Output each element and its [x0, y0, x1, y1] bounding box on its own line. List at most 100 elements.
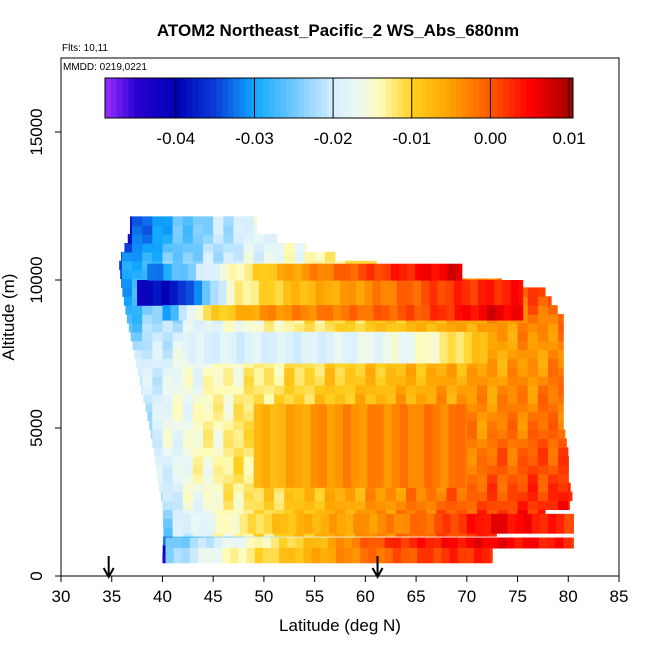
heatmap-band-cell: [359, 404, 368, 488]
heatmap-band-cell: [165, 537, 175, 549]
heatmap-cell: [466, 491, 478, 502]
heatmap-cell: [558, 314, 564, 324]
heatmap-cell: [558, 465, 569, 475]
heatmap-band-cell: [222, 547, 232, 564]
heatmap-band-cell: [463, 331, 473, 364]
heatmap-cell: [182, 491, 194, 502]
heatmap-cell: [476, 500, 488, 510]
heatmap-cell: [284, 243, 295, 253]
heatmap-band-cell: [415, 331, 424, 364]
heatmap-cell: [487, 340, 498, 351]
heatmap-cell: [142, 216, 153, 226]
heatmap-cell: [355, 385, 366, 395]
heatmap-band-cell: [374, 331, 384, 364]
heatmap-cell: [213, 491, 224, 502]
heatmap-band-cell: [304, 513, 314, 534]
heatmap-cell: [507, 393, 519, 404]
heatmap-band-cell: [163, 263, 173, 281]
heatmap-band-cell: [145, 280, 154, 306]
heatmap-cell: [476, 411, 488, 422]
heatmap-cell: [527, 376, 539, 386]
heatmap-cell: [304, 367, 316, 377]
heatmap-band-cell: [280, 513, 289, 534]
heatmap-cell: [324, 367, 336, 377]
heatmap-cell: [537, 491, 549, 502]
heatmap-cell: [426, 367, 437, 377]
heatmap-cell: [172, 243, 184, 253]
heatmap-cell: [132, 322, 143, 333]
heatmap-cell: [263, 500, 275, 510]
heatmap-cell: [294, 376, 306, 386]
heatmap-band-cell: [385, 513, 395, 534]
heatmap-cell: [192, 500, 204, 510]
heatmap-band-cell: [258, 280, 268, 306]
colorbar-swatch: [280, 78, 287, 118]
heatmap-band-cell: [349, 305, 358, 321]
colorbar-swatch: [385, 78, 393, 118]
colorbar-swatch: [140, 78, 147, 118]
heatmap-cell: [172, 216, 184, 226]
heatmap-band-cell: [222, 537, 232, 549]
heatmap-band-cell: [511, 305, 521, 321]
heatmap-band-cell: [309, 263, 319, 281]
heatmap-band-cell: [254, 537, 264, 549]
heatmap-cell: [223, 491, 235, 502]
heatmap-cell: [213, 322, 224, 333]
heatmap-cell: [365, 376, 377, 386]
heatmap-cell: [172, 322, 184, 333]
heatmap-band-cell: [263, 513, 273, 534]
location-arrows: [102, 556, 384, 580]
heatmap-cell: [537, 447, 549, 457]
heatmap-band-cell: [261, 404, 271, 488]
heatmap-cell: [274, 367, 285, 377]
heatmap-cell: [558, 402, 564, 413]
heatmap-cell: [497, 402, 508, 413]
heatmap-cell: [213, 385, 224, 395]
heatmap-cell: [476, 447, 488, 457]
heatmap-cell: [487, 402, 498, 413]
heatmap-cell: [182, 429, 194, 439]
heatmap-cell: [517, 367, 529, 377]
heatmap-cell: [243, 376, 255, 386]
heatmap-cell: [497, 393, 508, 404]
heatmap-band-cell: [531, 513, 541, 534]
heatmap-band-cell: [239, 513, 249, 534]
colorbar-swatch: [491, 78, 498, 118]
heatmap-cell: [182, 456, 194, 466]
heatmap-cell: [456, 376, 468, 386]
colorbar-swatch: [169, 78, 176, 118]
heatmap-cell: [253, 251, 265, 262]
heatmap-cell: [537, 340, 549, 351]
heatmap-cell: [142, 251, 153, 262]
heatmap-band-cell: [519, 305, 524, 321]
heatmap-cell: [466, 367, 478, 377]
heatmap-cell: [213, 402, 224, 413]
heatmap-cell: [294, 322, 306, 333]
heatmap-cell: [213, 429, 224, 439]
heatmap-cell: [130, 331, 133, 342]
heatmap-cell: [405, 376, 417, 386]
heatmap-cell: [497, 447, 508, 457]
colorbar-swatch: [415, 78, 422, 118]
heatmap-cell: [547, 447, 559, 457]
heatmap-cell: [162, 322, 174, 333]
heatmap-cell: [192, 473, 204, 484]
heatmap-cell: [233, 367, 245, 377]
heatmap-cell: [213, 243, 224, 253]
colorbar-swatch: [532, 78, 539, 118]
heatmap-cell: [537, 402, 549, 413]
heatmap-band-cell: [279, 547, 288, 564]
heatmap-cell: [263, 322, 275, 333]
heatmap-cell: [466, 465, 478, 475]
heatmap-cell: [314, 322, 326, 333]
colorbar-swatch: [368, 78, 375, 118]
heatmap-cell: [436, 322, 448, 333]
heatmap-band-cell: [465, 547, 475, 564]
heatmap-cell: [243, 385, 255, 395]
heatmap-cell: [203, 393, 214, 404]
heatmap-cell: [263, 491, 275, 502]
heatmap-cell: [132, 260, 143, 271]
heatmap-band-cell: [502, 280, 512, 306]
heatmap-band-cell: [202, 280, 211, 306]
heatmap-cell: [152, 340, 164, 351]
